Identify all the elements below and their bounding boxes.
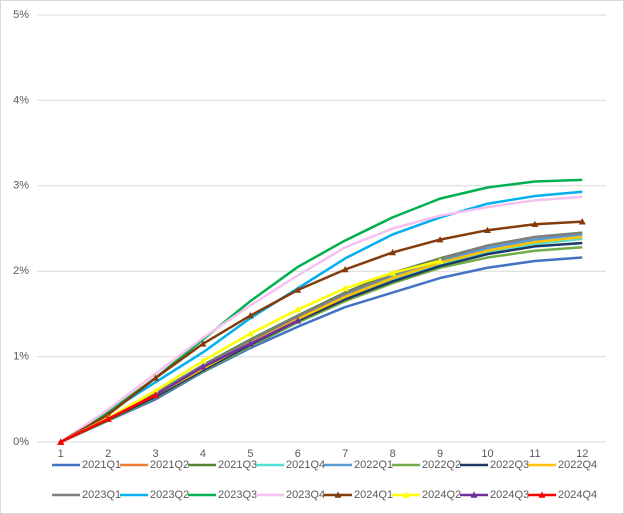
x-tick-label: 10 [481,448,493,460]
legend-item: 2023Q3 [188,489,257,501]
point-marker [152,387,160,394]
x-tick-label: 7 [342,448,348,460]
legend-item: 2023Q4 [256,489,325,501]
x-tick-label: 4 [200,448,206,460]
point-marker [294,286,302,293]
legend-label: 2022Q4 [558,459,597,471]
legend-label: 2023Q3 [218,489,257,501]
legend-label: 2021Q1 [82,459,121,471]
point-marker [341,265,349,273]
legend-item: 2024Q4 [528,489,597,501]
y-tick-label: 2% [13,265,29,277]
legend-item: 2022Q2 [392,459,461,471]
point-marker [531,220,539,228]
x-tick-label: 1 [58,448,64,460]
point-marker [389,269,397,276]
legend-item: 2024Q2 [392,489,461,501]
series-line [60,195,583,444]
legend-item: 2021Q2 [120,459,189,471]
legend-label: 2022Q2 [422,459,461,471]
x-tick-label: 12 [576,448,588,460]
point-marker [246,330,254,337]
y-tick-label: 0% [13,436,29,448]
y-tick-label: 4% [13,94,29,106]
x-tick-label: 3 [152,448,158,460]
point-marker [483,226,491,234]
x-tick-label: 11 [529,448,540,460]
legend-item: 2021Q3 [188,459,257,471]
legend-item: 2021Q1 [52,459,121,471]
legend-label: 2023Q4 [286,489,325,501]
legend-item: 2022Q3 [460,459,529,471]
legend-item: 2022Q1 [324,459,393,471]
point-marker [152,391,160,398]
legend-label: 2024Q1 [354,489,393,501]
legend-label: 2024Q2 [422,489,461,501]
point-marker [436,236,444,243]
legend-item: 2023Q1 [52,489,121,501]
legend-label: 2022Q1 [354,459,393,471]
legend-label: 2024Q3 [490,489,529,501]
point-marker [57,438,65,445]
legend-marker [470,491,478,498]
series-line [60,241,583,444]
legend-item: 2024Q3 [460,489,529,501]
point-marker [294,317,302,324]
x-tick-label: 8 [390,448,396,460]
x-tick-label: 5 [247,448,253,460]
point-marker [199,363,207,370]
legend-marker [538,491,546,498]
legend-label: 2023Q2 [150,489,189,501]
point-marker [199,357,207,364]
legend-label: 2023Q1 [82,489,121,501]
point-marker [341,284,349,292]
point-marker [294,306,302,313]
y-tick-label: 3% [13,180,29,192]
series-line [60,256,583,444]
point-marker [246,312,254,319]
point-marker [246,340,254,347]
point-marker [152,374,160,381]
x-tick-label: 6 [295,448,301,460]
x-tick-label: 9 [437,448,443,460]
y-tick-label: 1% [13,351,29,363]
point-marker [436,257,444,264]
series-line [60,190,583,444]
legend-label: 2021Q3 [218,459,257,471]
legend-marker [334,491,342,498]
series-line [60,220,583,444]
legend-label: 2022Q3 [490,459,529,471]
legend-item: 2022Q4 [528,459,597,471]
legend-label: 2024Q4 [558,489,597,501]
point-marker [199,340,207,347]
point-marker [389,248,397,256]
legend-label: 2021Q2 [150,459,189,471]
legend-marker [402,491,410,498]
y-tick-label: 5% [13,9,29,21]
legend-item: 2021Q4 [256,459,325,471]
x-tick-label: 2 [105,448,111,460]
point-marker [104,415,112,422]
legend-item: 2024Q1 [324,489,393,501]
legend-label: 2021Q4 [286,459,325,471]
legend-item: 2023Q2 [120,489,189,501]
point-marker [578,218,586,225]
series-line [60,231,583,444]
